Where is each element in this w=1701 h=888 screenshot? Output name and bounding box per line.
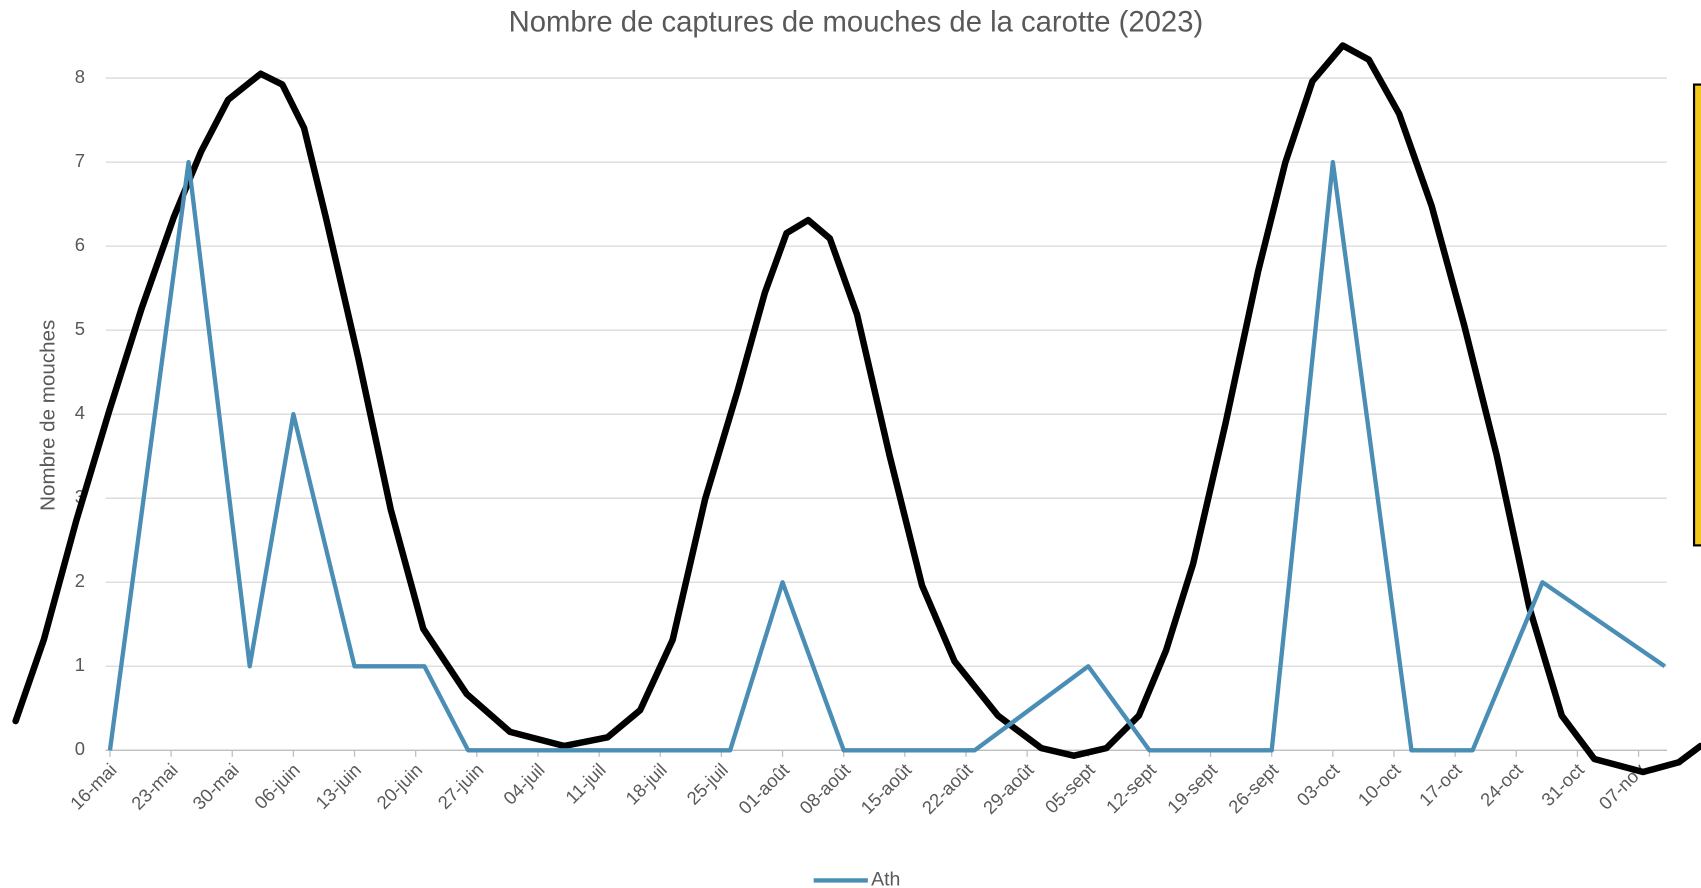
x-tick-label: 29-août	[979, 759, 1038, 818]
y-tick-label: 3	[75, 486, 85, 507]
x-tick-label: 15-août	[856, 759, 915, 818]
x-tick-label: 08-août	[795, 759, 854, 818]
x-tick-label: 05-sept	[1041, 759, 1099, 817]
x-tick-label: 04-juil	[499, 759, 549, 809]
x-tick-label: 18-juil	[621, 759, 671, 809]
grid: 0 1 2 3 4 5 6 7 8 16-mai 23-mai 30-mai 06-juin 13-jui…	[66, 66, 1667, 818]
y-tick-label: 7	[75, 150, 85, 171]
data-line	[107, 159, 1666, 753]
x-tick-label: 16-mai	[66, 759, 121, 814]
x-tick-label: 06-juin	[250, 759, 304, 813]
x-tick-label: 24-oct	[1476, 759, 1527, 810]
x-tick-label: 03-oct	[1292, 759, 1343, 810]
y-tick-label: 8	[75, 66, 85, 87]
plot-area	[107, 159, 1666, 753]
x-tick-label: 26-sept	[1224, 759, 1282, 817]
x-tick-label: 13-juin	[311, 759, 365, 813]
x-tick-label: 20-juin	[372, 759, 426, 813]
y-tick-label: 4	[75, 402, 85, 423]
x-tick-label: 11-juil	[561, 759, 610, 808]
x-tick-label: 23-mai	[127, 759, 182, 814]
chart-title: Nombre de captures de mouches de la caro…	[509, 7, 1204, 39]
y-tick-label: 2	[75, 570, 85, 591]
x-tick-label: 01-août	[734, 759, 793, 818]
y-tick-label: 0	[75, 738, 85, 759]
y-tick-label: 5	[75, 318, 85, 339]
x-tick-label: 10-oct	[1354, 759, 1405, 810]
hand-drawn-curve	[12, 42, 1701, 776]
x-tick-label: 25-juil	[682, 759, 732, 809]
legend-label: Ath	[871, 869, 900, 888]
x-tick-label: 17-oct	[1415, 759, 1466, 810]
x-tick-label: 27-juin	[433, 759, 487, 813]
y-tick-label: 6	[75, 234, 85, 255]
annotation-box	[1692, 83, 1701, 547]
x-tick-label: 12-sept	[1102, 759, 1160, 817]
x-tick-label: 22-août	[918, 759, 977, 818]
y-tick-label: 1	[75, 654, 85, 675]
x-tick-label: 30-mai	[188, 759, 243, 814]
y-axis-title: Nombre de mouches	[37, 320, 60, 511]
x-tick-label: 31-oct	[1537, 759, 1588, 810]
x-tick-label: 19-sept	[1163, 759, 1221, 817]
